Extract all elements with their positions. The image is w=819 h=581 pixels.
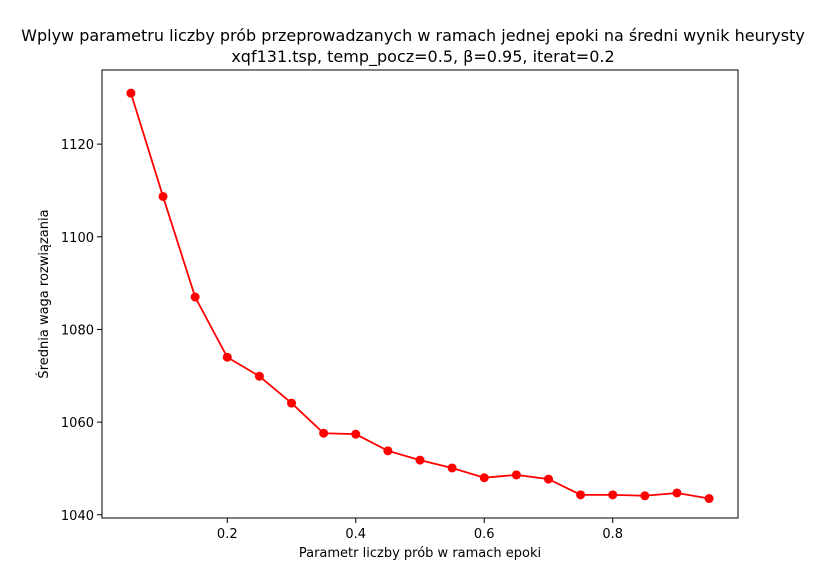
- data-point: [222, 352, 232, 362]
- y-axis-label: Średnia waga rozwiązania: [36, 209, 52, 378]
- chart-subtitle: xqf131.tsp, temp_pocz=0.5, β=0.95, itera…: [231, 47, 614, 67]
- x-tick-label: 0.2: [217, 527, 238, 542]
- x-tick-label: 0.6: [474, 527, 495, 542]
- data-point: [383, 446, 393, 456]
- data-point: [287, 398, 297, 408]
- data-point: [190, 292, 200, 302]
- y-axis-ticks: 1040 1060 1080 1100 1120: [61, 138, 102, 524]
- y-tick-label: 1120: [61, 138, 94, 153]
- data-point: [479, 473, 489, 483]
- data-point: [640, 491, 650, 501]
- y-tick-label: 1100: [61, 231, 94, 246]
- series-layer: [126, 88, 714, 504]
- chart-title: Wplyw parametru liczby prób przeprowadza…: [21, 26, 805, 45]
- data-point: [126, 88, 136, 98]
- series-line: [130, 92, 710, 500]
- data-point: [704, 494, 714, 504]
- data-point: [254, 371, 264, 381]
- y-tick-label: 1060: [61, 416, 94, 431]
- data-point: [511, 470, 521, 480]
- data-point: [576, 490, 586, 500]
- data-point: [319, 428, 329, 438]
- data-point: [608, 490, 618, 500]
- x-tick-label: 0.8: [602, 527, 623, 542]
- data-point: [543, 474, 553, 484]
- y-tick-label: 1080: [61, 323, 94, 338]
- plot-area: [101, 69, 739, 519]
- y-tick-label: 1040: [61, 509, 94, 524]
- data-point: [447, 463, 457, 473]
- x-tick-label: 0.4: [345, 527, 366, 542]
- data-point: [672, 488, 682, 498]
- x-axis-ticks: 0.2 0.4 0.6 0.8: [217, 518, 623, 542]
- x-axis-label: Parametr liczby prób w ramach epoki: [299, 546, 541, 561]
- data-point: [158, 191, 168, 201]
- data-point: [351, 429, 361, 439]
- data-point: [415, 455, 425, 465]
